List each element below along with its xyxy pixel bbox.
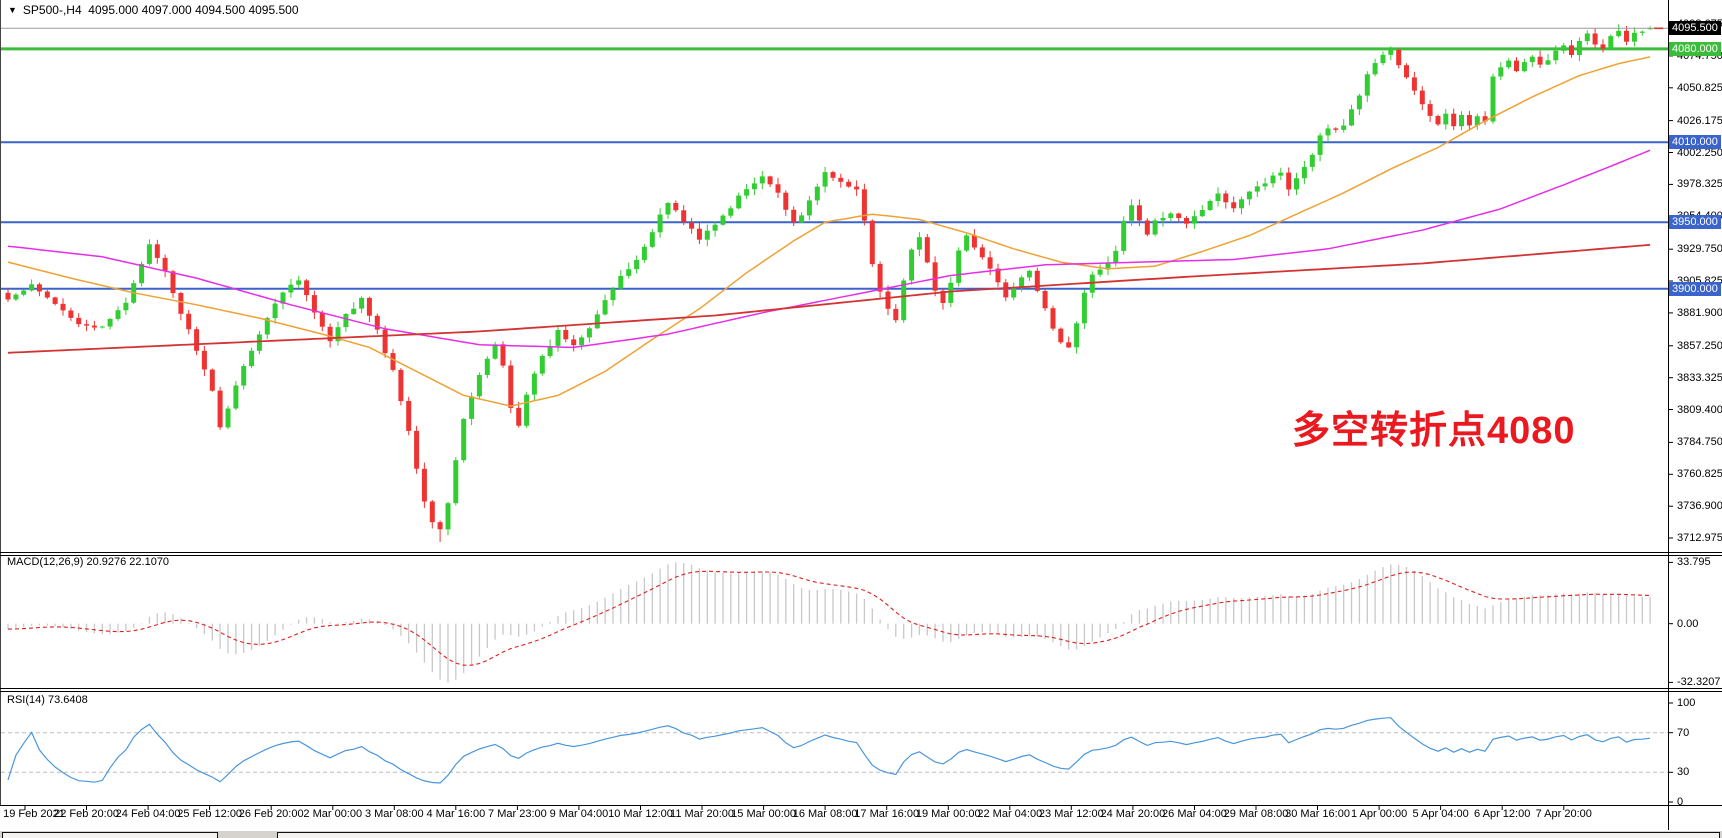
price-axis-tick[interactable]: 3784.750 (1677, 436, 1722, 448)
price-axis-tick[interactable]: 3857.250 (1677, 340, 1722, 352)
time-axis-label[interactable]: 3 Mar 08:00 (364, 808, 424, 820)
candlestick-series (5, 24, 1653, 542)
time-axis-label[interactable]: 5 Apr 04:00 (1412, 808, 1469, 820)
price-axis-tick[interactable]: 3809.400 (1677, 404, 1722, 416)
symbol-dropdown-icon[interactable]: ▼ (8, 5, 17, 15)
bottom-window-edges (0, 831, 1722, 838)
symbol-title: SP500-,H4 (22, 3, 82, 17)
time-axis-label[interactable]: 19 Feb 2021 (3, 808, 65, 820)
price-label-box-4095.500[interactable]: 4095.500 (1669, 21, 1721, 35)
time-axis-label[interactable]: 2 Mar 00:00 (303, 808, 363, 820)
price-axis-tick[interactable]: 3736.900 (1677, 500, 1722, 512)
price-axis-tick[interactable]: 4050.825 (1677, 82, 1722, 94)
annotation-text: 多空转折点4080 (1292, 410, 1576, 452)
ma-slow-red (7, 243, 1651, 354)
price-axis-tick[interactable]: 3978.325 (1677, 178, 1722, 190)
ma-mid-magenta (7, 149, 1651, 349)
macd-histogram (7, 562, 1651, 683)
time-axis-label[interactable]: 19 Mar 00:00 (915, 808, 981, 820)
price-label-box-4010.000[interactable]: 4010.000 (1669, 135, 1721, 149)
rsi-axis-tick[interactable]: 0 (1677, 796, 1684, 808)
time-axis-label[interactable]: 17 Mar 16:00 (854, 808, 920, 820)
price-axis-tick[interactable]: 4002.250 (1677, 147, 1722, 159)
price-axis-tick[interactable]: 3760.825 (1677, 468, 1722, 480)
time-axis-label[interactable]: 22 Feb 20:00 (54, 808, 119, 820)
axis-tick-marks (24, 23, 1673, 810)
time-axis-label[interactable]: 25 Feb 12:00 (177, 808, 243, 820)
time-axis-label[interactable]: 30 Mar 16:00 (1285, 808, 1350, 820)
price-axis-tick[interactable]: 3712.975 (1677, 532, 1722, 544)
time-axis-label[interactable]: 26 Mar 04:00 (1162, 808, 1227, 820)
time-axis-label[interactable]: 9 Mar 04:00 (549, 808, 609, 820)
ma-fast-orange (7, 56, 1651, 407)
rsi-axis-tick[interactable]: 70 (1677, 727, 1690, 739)
rsi-line (7, 717, 1651, 784)
price-axis-tick[interactable]: 3881.900 (1677, 307, 1722, 319)
macd-axis-tick[interactable]: 33.795 (1677, 556, 1711, 568)
macd-axis-tick[interactable]: 0.00 (1677, 618, 1699, 630)
time-axis-label[interactable]: 24 Feb 04:00 (115, 808, 181, 820)
time-axis-label[interactable]: 26 Feb 20:00 (238, 808, 304, 820)
price-label-box-3900.000[interactable]: 3900.000 (1669, 282, 1721, 296)
time-axis-label[interactable]: 22 Mar 04:00 (977, 808, 1043, 820)
symbol-ohlc: 4095.000 4097.000 4094.500 4095.500 (88, 3, 299, 17)
time-axis-label[interactable]: 16 Mar 08:00 (792, 808, 858, 820)
time-axis-label[interactable]: 6 Apr 12:00 (1474, 808, 1531, 820)
rsi-axis-tick[interactable]: 30 (1677, 766, 1690, 778)
time-axis-label[interactable]: 4 Mar 16:00 (426, 808, 486, 820)
rsi-axis-tick[interactable]: 100 (1677, 697, 1696, 709)
price-label-box-4080.000[interactable]: 4080.000 (1669, 42, 1721, 56)
time-axis-label[interactable]: 23 Mar 12:00 (1038, 808, 1104, 820)
price-axis-tick[interactable]: 4026.175 (1677, 115, 1722, 127)
macd-signal-line (7, 570, 1651, 666)
time-axis-label[interactable]: 10 Mar 12:00 (608, 808, 673, 820)
time-axis-label[interactable]: 1 Apr 00:00 (1350, 808, 1408, 820)
time-axis-label[interactable]: 24 Mar 20:00 (1100, 808, 1166, 820)
background-window-edge[interactable] (2, 832, 218, 838)
horizontal-level-lines[interactable] (0, 47, 1668, 290)
background-window-edge[interactable] (277, 832, 1720, 838)
time-axis-label[interactable]: 15 Mar 00:00 (731, 808, 797, 820)
macd-axis-tick[interactable]: -32.3207 (1677, 676, 1721, 688)
time-axis-label[interactable]: 11 Mar 20:00 (670, 808, 735, 820)
moving-average-lines (7, 56, 1651, 407)
rsi-panel-label: RSI(14) 73.6408 (7, 694, 88, 706)
macd-panel-label: MACD(12,26,9) 20.9276 22.1070 (7, 556, 170, 568)
time-axis-label[interactable]: 7 Apr 20:00 (1535, 808, 1592, 820)
time-axis-label[interactable]: 7 Mar 23:00 (488, 808, 547, 820)
price-axis-tick[interactable]: 3833.325 (1677, 372, 1722, 384)
time-axis-label[interactable]: 29 Mar 08:00 (1223, 808, 1289, 820)
price-label-box-3950.000[interactable]: 3950.000 (1669, 215, 1721, 229)
symbol-header: ▼ SP500-,H4 4095.000 4097.000 4094.500 40… (8, 3, 299, 17)
price-axis-tick[interactable]: 3929.750 (1677, 243, 1722, 255)
